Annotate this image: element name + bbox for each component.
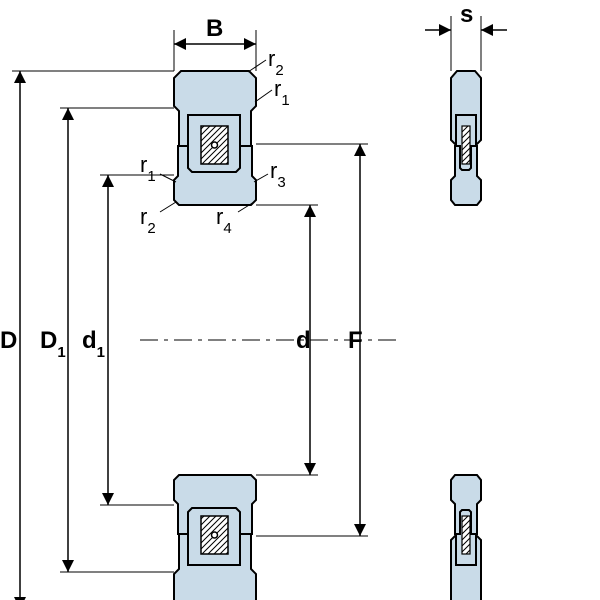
roller-top	[188, 115, 240, 175]
label-d: d	[296, 327, 311, 354]
dim-B: B	[174, 15, 256, 71]
label-r1-in: r1	[140, 152, 156, 185]
dim-s: s	[425, 1, 507, 71]
label-r4: r4	[216, 204, 232, 237]
label-B: B	[206, 15, 223, 42]
label-D1: D1	[40, 327, 66, 361]
bearing-diagram: B s D D1 d1 d F	[0, 0, 600, 600]
dim-d1: d1	[82, 175, 174, 505]
label-d1: d1	[82, 327, 105, 361]
label-D: D	[0, 327, 17, 354]
roller-bot	[188, 505, 240, 565]
label-r2-in: r2	[140, 204, 156, 237]
label-r2-top: r2	[268, 46, 284, 79]
label-r3: r3	[270, 158, 286, 191]
label-r1-top: r1	[274, 76, 290, 109]
right-view	[451, 71, 481, 600]
label-F: F	[348, 327, 363, 354]
label-s: s	[460, 1, 473, 28]
left-view	[174, 71, 256, 600]
